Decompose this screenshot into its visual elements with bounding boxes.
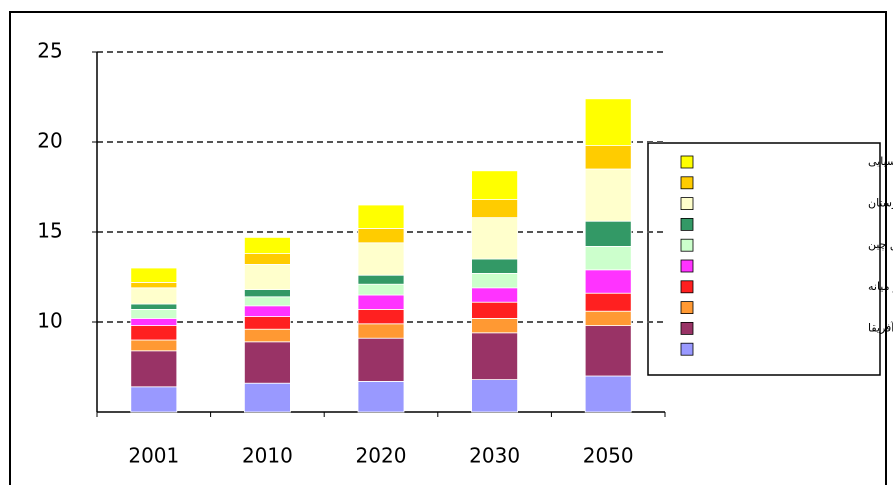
bar-segment [584,292,632,312]
bar-segment [243,296,291,307]
bar-segment [471,301,519,319]
legend-label: سایر کشورهای آسیایی [868,154,893,168]
bar-segment [130,317,178,326]
bar-segment [243,236,291,254]
bar-segment [243,316,291,330]
bar-segment [471,258,519,274]
bar-segment [243,305,291,317]
bar-segment [471,170,519,201]
bar-segment [584,375,632,413]
x-tick-label: 2001 [128,444,179,468]
legend-label: جمهوری خلق چین [868,238,893,252]
bar-segment [357,380,405,413]
bar-segment [243,263,291,290]
bar-segment [357,274,405,285]
y-tick-label: 10 [37,309,62,333]
legend-swatch [680,342,694,356]
bar-segment [243,382,291,413]
legend-swatch [680,301,694,315]
bar-segment [471,379,519,413]
bar-segment [130,308,178,319]
legend-swatch [680,155,694,169]
bar-segment [130,325,178,341]
bar-segment [584,168,632,222]
bar-segment [357,308,405,325]
bar-segment [357,283,405,296]
bar-segment [357,227,405,244]
bar-segment [584,310,632,327]
y-tick-label: 20 [37,129,62,153]
bar-segment [471,272,519,289]
bar-segment [243,341,291,384]
x-tick-label: 2020 [356,444,407,468]
x-tick-label: 2050 [583,444,634,468]
bar-segment [130,281,178,289]
bar-segment [357,337,405,382]
legend-swatch [680,176,694,190]
bar-segment [130,267,178,283]
bar-segment [471,287,519,303]
legend-swatch [680,280,694,294]
bar-segment [584,220,632,247]
bar-segment [584,325,632,377]
bar-segment [584,98,632,147]
y-tick-label: 25 [37,39,62,63]
x-tick-label: 2030 [469,444,520,468]
legend-swatch [680,321,694,335]
bar-segment [243,328,291,343]
bar-segment [471,199,519,219]
bar-segment [584,145,632,170]
bar-segment [357,242,405,276]
y-tick-label: 15 [37,219,62,243]
legend-label: هندوستان [868,197,893,210]
frame [9,11,887,485]
legend-swatch [680,217,694,231]
bar-segment [130,303,178,310]
bar-segment [584,269,632,294]
bar-segment [130,287,178,305]
legend-label: آفریقا [868,320,893,334]
bar-segment [130,339,178,352]
bar-segment [357,204,405,229]
legend-label: خاور میانه [868,280,893,293]
legend-swatch [680,238,694,252]
bar-segment [243,289,291,298]
legend-swatch [680,259,694,273]
legend-swatch [680,197,694,211]
bar-segment [471,217,519,260]
bar-segment [130,386,178,413]
x-tick-label: 2010 [242,444,293,468]
bar-segment [130,350,178,388]
bar-segment [243,253,291,265]
bar-segment [471,332,519,380]
bar-segment [584,245,632,271]
bar-segment [357,323,405,339]
bar-segment [357,294,405,310]
bar-segment [471,317,519,334]
